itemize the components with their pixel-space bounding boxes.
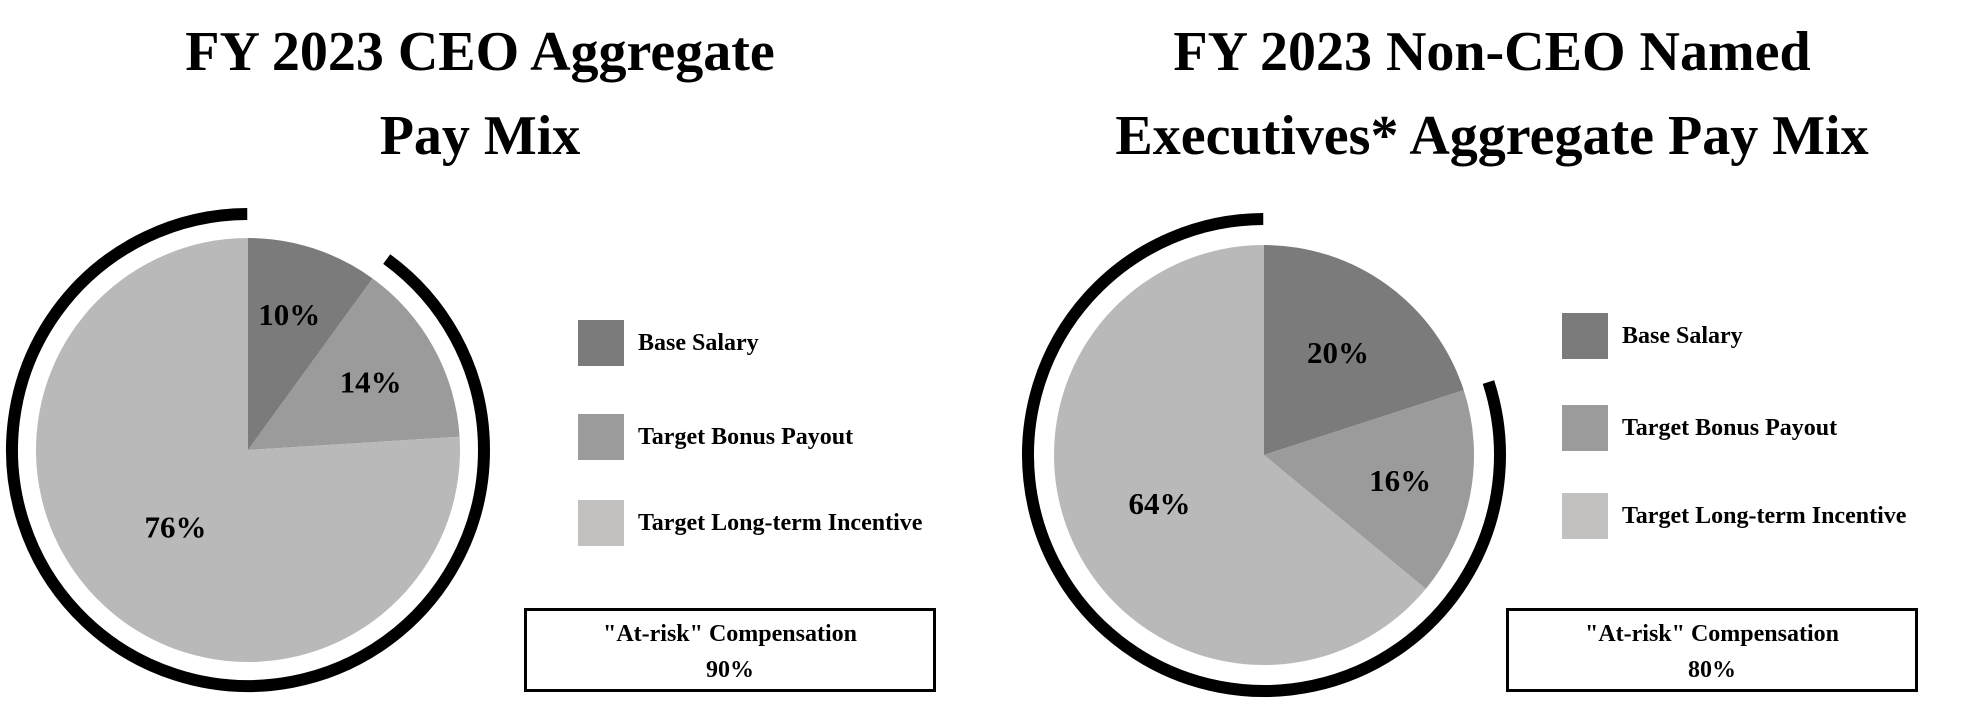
legend-label: Base Salary (1622, 323, 1743, 349)
chart-title-line-1: FY 2023 Non-CEO Named (1173, 21, 1811, 83)
legend-label: Base Salary (638, 330, 759, 356)
legend-label: Target Bonus Payout (1622, 415, 1838, 441)
slice-long-term-incentive (1054, 245, 1426, 665)
legend-item-target-bonus: Target Bonus Payout (1562, 405, 1984, 451)
slice-value-label: 20% (1307, 335, 1369, 370)
at-risk-compensation-box: "At-risk" Compensation 90% (524, 608, 936, 692)
legend-label: Target Long-term Incentive (1622, 503, 1907, 529)
non-ceo-pay-mix-panel: FY 2023 Non-CEO Named Executives* Aggreg… (992, 0, 1984, 714)
chart-title: FY 2023 Non-CEO Named Executives* Aggreg… (1012, 10, 1972, 178)
legend-swatch-long-term-incentive (578, 500, 624, 546)
legend-swatch-target-bonus (578, 414, 624, 460)
slice-target-bonus (1264, 390, 1474, 589)
legend-item-long-term-incentive: Target Long-term Incentive (578, 500, 1038, 546)
slice-value-label: 14% (340, 365, 402, 400)
legend-item-base-salary: Base Salary (578, 320, 1038, 366)
slice-value-label: 16% (1369, 463, 1431, 498)
non-ceo-pie-chart: 20% 16% 64% (1022, 213, 1506, 697)
at-risk-arc (6, 208, 490, 692)
at-risk-label: "At-risk" Compensation (1585, 621, 1839, 647)
slice-base-salary (1264, 245, 1464, 455)
at-risk-value: 90% (706, 657, 754, 683)
legend-label: Target Long-term Incentive (638, 510, 923, 536)
chart-title: FY 2023 CEO Aggregate Pay Mix (40, 10, 920, 178)
ceo-pie-chart: 10% 14% 76% (6, 208, 490, 692)
at-risk-value: 80% (1688, 657, 1736, 683)
legend-label: Target Bonus Payout (638, 424, 854, 450)
chart-title-line-2: Pay Mix (379, 105, 581, 167)
chart-title-line-2: Executives* Aggregate Pay Mix (1115, 105, 1869, 167)
at-risk-label: "At-risk" Compensation (603, 621, 857, 647)
ceo-pay-mix-panel: FY 2023 CEO Aggregate Pay Mix 10% 14% 76% … (6, 10, 936, 692)
chart-title-line-1: FY 2023 CEO Aggregate (185, 21, 775, 83)
slice-value-label: 64% (1128, 486, 1190, 521)
slice-base-salary (248, 238, 373, 450)
slice-target-bonus (248, 278, 460, 450)
legend-swatch-base-salary (1562, 313, 1608, 359)
slice-long-term-incentive (36, 238, 460, 663)
legend-item-target-bonus: Target Bonus Payout (578, 414, 1038, 460)
legend-swatch-long-term-incentive (1562, 493, 1608, 539)
at-risk-compensation-box: "At-risk" Compensation 80% (1506, 608, 1918, 692)
slice-value-label: 76% (144, 509, 206, 544)
legend-swatch-base-salary (578, 320, 624, 366)
legend-swatch-target-bonus (1562, 405, 1608, 451)
legend-item-base-salary: Base Salary (1562, 313, 1984, 359)
slice-value-label: 10% (258, 297, 320, 332)
at-risk-arc (1022, 213, 1506, 697)
legend-item-long-term-incentive: Target Long-term Incentive (1562, 493, 1984, 539)
